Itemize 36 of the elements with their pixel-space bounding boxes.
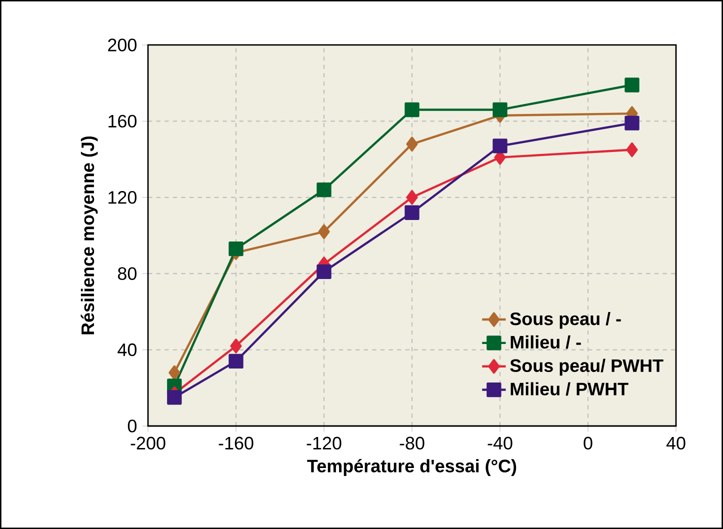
- legend-label: Milieu / -: [510, 335, 581, 349]
- point: [492, 138, 508, 154]
- x-tick-label: -160: [218, 436, 254, 450]
- point: [406, 190, 418, 205]
- point: [316, 182, 332, 198]
- point: [624, 116, 640, 130]
- y-tick-label: 40: [118, 343, 137, 356]
- point: [404, 102, 420, 118]
- x-tick-label: -80: [400, 436, 424, 450]
- legend-label: Milieu / PWHT: [510, 382, 628, 396]
- x-tick-label: 40: [666, 436, 686, 450]
- point: [168, 365, 180, 380]
- point: [230, 338, 242, 354]
- point: [316, 264, 332, 280]
- point: [228, 354, 244, 369]
- legend-label: Sous peau / -: [510, 312, 621, 329]
- x-tick-label: -40: [488, 436, 512, 450]
- point: [404, 205, 420, 220]
- point: [624, 78, 640, 92]
- y-tick-label: 80: [118, 267, 137, 280]
- x-tick-label: -200: [130, 436, 166, 450]
- x-tick-label: -120: [306, 436, 342, 450]
- point: [492, 102, 508, 118]
- x-axis-title: Température d'essai (°C): [307, 459, 516, 476]
- point: [228, 241, 244, 256]
- y-tick-label: 120: [108, 191, 137, 204]
- y-tick-label: 160: [108, 114, 137, 128]
- legend-label: Sous peau/ PWHT: [510, 358, 664, 376]
- y-tick-label: 0: [128, 420, 137, 432]
- y-axis-title: Résilience moyenne (J): [80, 136, 98, 334]
- y-tick-label: 200: [108, 38, 137, 52]
- point: [626, 142, 638, 158]
- x-tick-label: 0: [584, 436, 592, 450]
- point: [167, 390, 182, 405]
- point: [318, 224, 330, 240]
- point: [406, 136, 418, 152]
